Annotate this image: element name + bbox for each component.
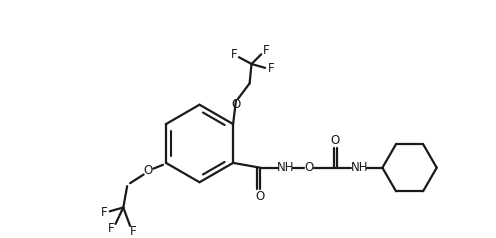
Text: O: O — [232, 98, 241, 111]
Text: O: O — [144, 164, 153, 177]
Text: F: F — [263, 44, 269, 57]
Text: O: O — [330, 134, 340, 147]
Text: O: O — [304, 161, 313, 174]
Text: F: F — [129, 225, 136, 238]
Text: F: F — [101, 206, 107, 219]
Text: NH: NH — [350, 161, 368, 174]
Text: F: F — [268, 62, 274, 75]
Text: F: F — [231, 48, 238, 61]
Text: NH: NH — [277, 161, 294, 174]
Text: F: F — [108, 222, 115, 235]
Text: O: O — [255, 190, 265, 203]
